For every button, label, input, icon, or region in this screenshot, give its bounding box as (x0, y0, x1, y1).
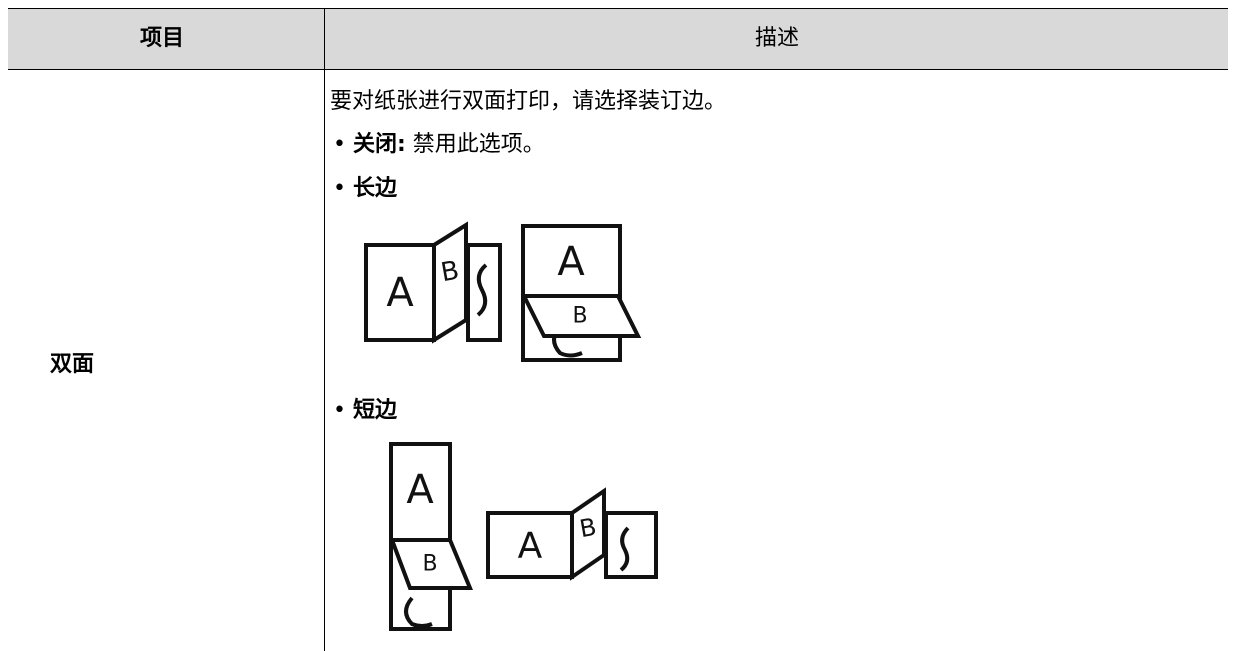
option-label: 关闭: (352, 132, 406, 157)
flap (389, 538, 473, 590)
option-label: 短边 (352, 398, 397, 423)
option: • 长边 (333, 176, 397, 201)
short-edge-icon: A B A B (389, 442, 658, 631)
page (604, 511, 658, 579)
page-letter: A (406, 467, 434, 513)
option: • 短边 (333, 398, 397, 423)
page-letter: B (422, 552, 437, 577)
flap (570, 487, 606, 581)
intro-text: 要对纸张进行双面打印，请选择装订边。 (330, 89, 727, 114)
page-letter: A (557, 239, 585, 285)
header-cell: 描述 (755, 26, 800, 51)
page-letter: A (518, 526, 543, 567)
item-cell: 双面 (50, 352, 95, 377)
flap (520, 294, 642, 338)
column-divider (324, 8, 325, 651)
long-edge-icon: A B A B (364, 221, 642, 362)
option: • 关闭: 禁用此选项。 (333, 132, 545, 157)
page-letter: B (439, 256, 462, 289)
curl (476, 263, 488, 317)
flap (432, 221, 468, 344)
page-letter: B (572, 304, 587, 329)
curl (619, 526, 630, 572)
page (521, 224, 622, 362)
header-cell: 项目 (140, 26, 185, 51)
curl (404, 596, 433, 628)
header-row (8, 8, 1228, 70)
page-letter: B (577, 513, 598, 543)
page (389, 442, 452, 631)
option-label: 长边 (352, 176, 397, 201)
page-letter: A (386, 270, 414, 316)
option-text: 禁用此选项。 (412, 132, 545, 157)
